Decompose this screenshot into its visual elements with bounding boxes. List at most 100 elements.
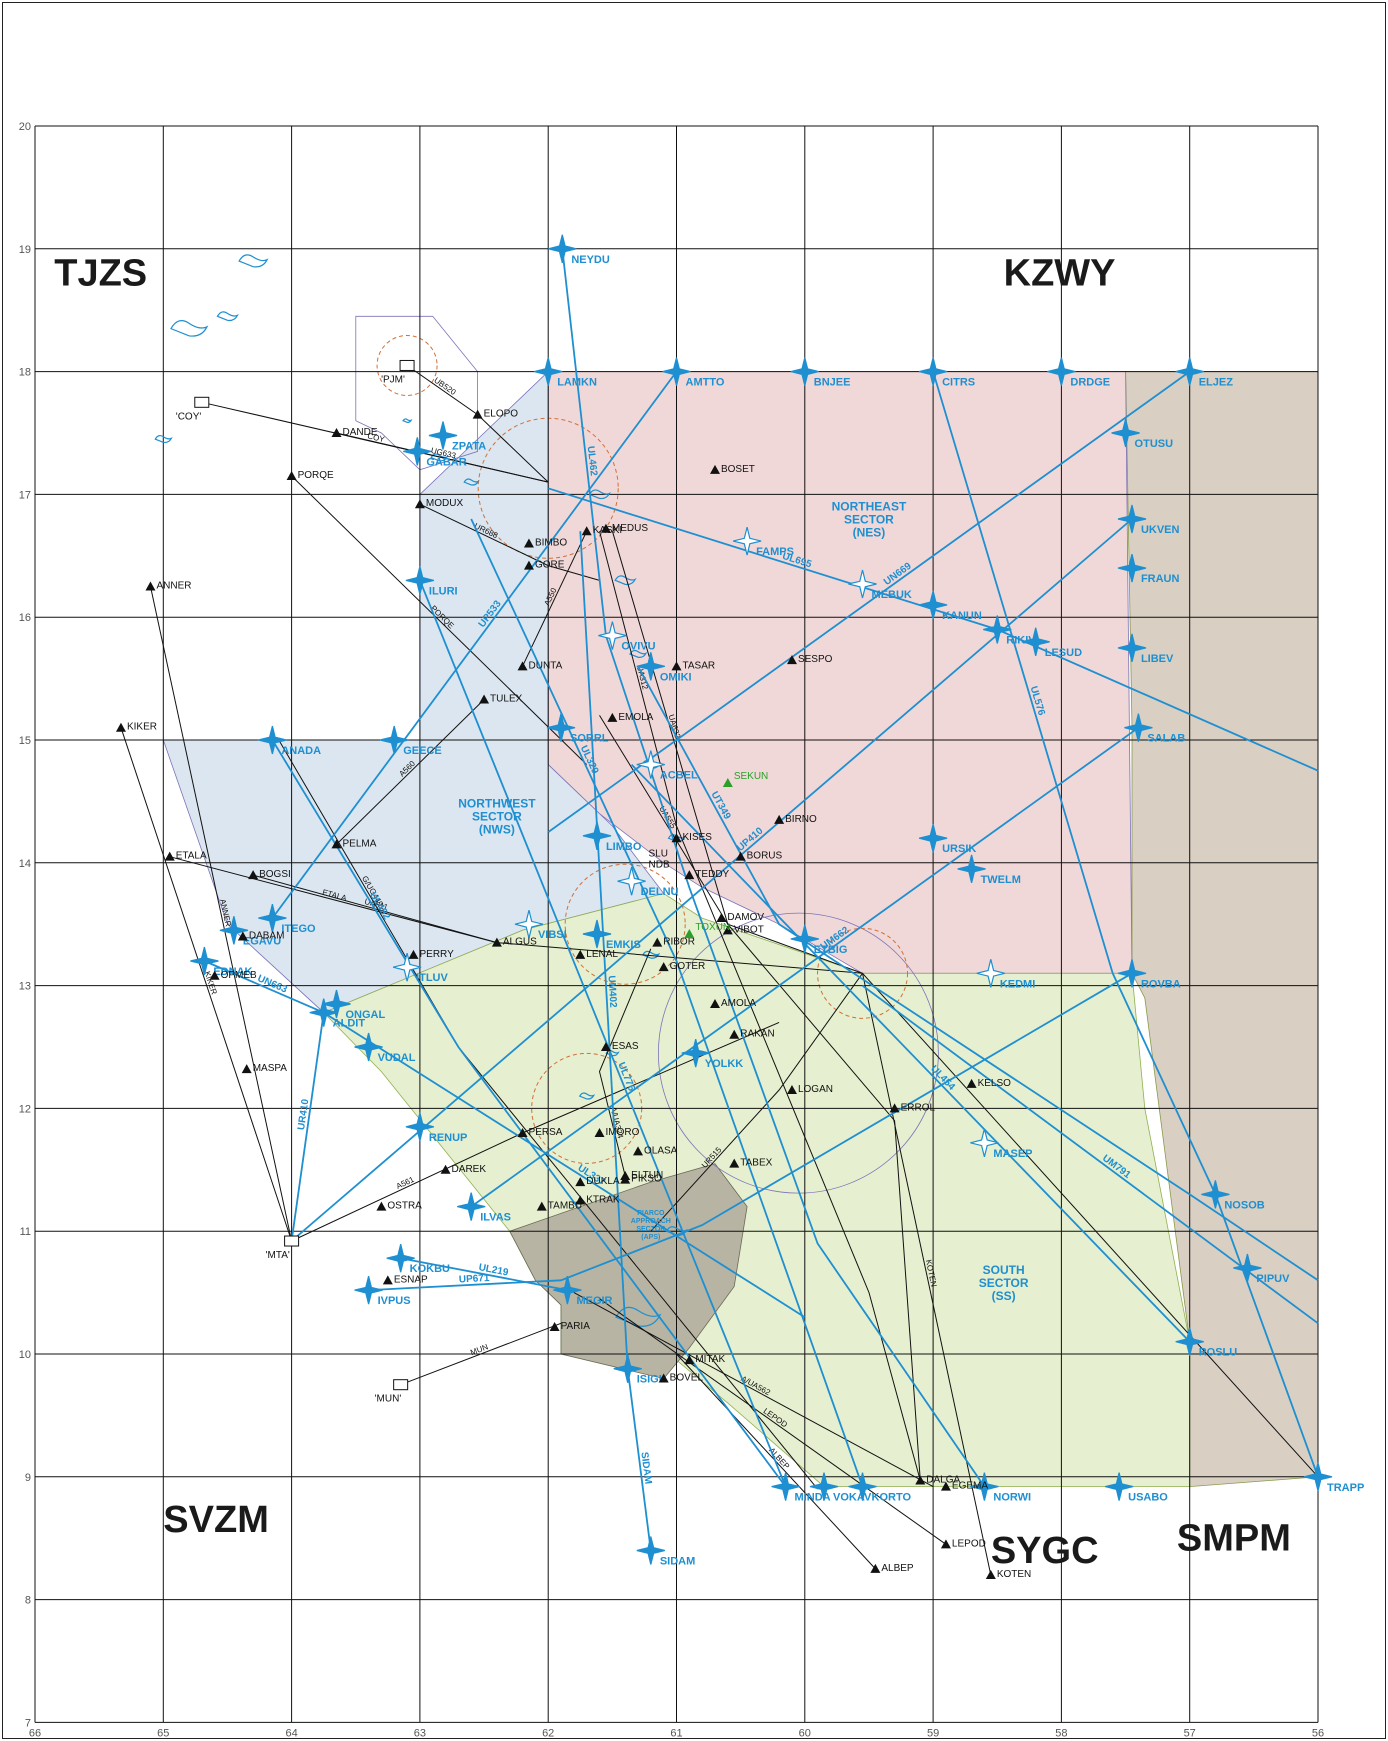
svg-tma	[564, 863, 686, 985]
reporting-point-icon	[414, 499, 425, 509]
fix-label-bogsi: BOGSI	[259, 869, 291, 880]
rnav-waypoint-icon	[354, 1275, 383, 1305]
region-label-svzm: SVZM	[163, 1499, 269, 1541]
fix-label-rovba: ROVBA	[1141, 978, 1181, 990]
fix-label-olasa: OLASA	[644, 1145, 678, 1156]
open-waypoint-icon	[598, 621, 627, 650]
vor-dme-icon	[393, 1379, 409, 1391]
rnav-waypoint-icon	[546, 713, 576, 742]
route-un663	[204, 960, 325, 1014]
reporting-point-icon	[658, 1373, 669, 1383]
fix-label-rakan: RAKAN	[740, 1029, 774, 1040]
rnav-waypoint-icon	[1124, 713, 1153, 742]
reporting-point-icon	[382, 1275, 393, 1285]
rnav-waypoint-icon	[983, 615, 1012, 644]
lat-tick-label: 18	[19, 367, 31, 379]
open-waypoint-icon	[732, 526, 762, 556]
fix-label-minda: MINDA	[795, 1492, 831, 1504]
airport-label: 'PJM'	[381, 374, 405, 385]
island-coastline	[402, 418, 413, 423]
rnav-waypoint-icon	[790, 357, 819, 386]
route-anner	[150, 586, 293, 1242]
airport-label: 'COY'	[176, 411, 202, 422]
fix-label-porqe: PORQE	[298, 470, 334, 481]
fix-label-egema: EGEMA	[952, 1481, 988, 1492]
open-waypoint-icon	[392, 953, 422, 982]
rnav-waypoint-icon	[190, 946, 219, 976]
pjm-area	[355, 315, 479, 471]
rnav-waypoint-icon	[636, 652, 665, 681]
lon-tick-label: 56	[1312, 1727, 1324, 1739]
sector-label-northeast: (NES)	[853, 525, 886, 539]
open-waypoint-icon	[636, 750, 665, 779]
island-coastline	[154, 434, 173, 444]
route-ua632	[611, 531, 921, 1481]
lat-tick-label: 17	[19, 489, 31, 501]
reporting-point-icon	[491, 937, 502, 947]
route-koten	[862, 973, 992, 1576]
fix-label-pelma: PELMA	[343, 838, 377, 849]
reporting-point-icon	[607, 712, 618, 722]
fix-label-ktrak: KTRAK	[586, 1195, 620, 1206]
route-up410	[291, 518, 1133, 1242]
fix-label-etbig: ETBIG	[814, 944, 848, 956]
fix-label-masep: MASEP	[993, 1148, 1032, 1160]
fix-label-nosob: NOSOB	[1224, 1199, 1264, 1211]
rnav-waypoint-icon	[681, 1038, 710, 1068]
route-ul462	[561, 248, 986, 1488]
fix-label-tulex: TULEX	[490, 693, 523, 704]
sector-label-northwest: SECTOR	[472, 810, 522, 824]
pjm-tma	[376, 334, 438, 396]
reporting-point-icon	[237, 931, 248, 941]
rnav-waypoint-icon	[1021, 627, 1050, 656]
island-coastline	[641, 950, 661, 959]
reporting-point-icon	[115, 722, 126, 732]
route-ur515	[650, 973, 863, 1232]
reporting-point-icon	[594, 1127, 605, 1137]
reporting-point-icon	[889, 1103, 900, 1113]
rnav-waypoint-icon	[1117, 504, 1147, 534]
island-coastline	[614, 575, 637, 586]
fix-label-darek: DAREK	[452, 1164, 487, 1175]
fix-label-isigi: ISIGI	[637, 1374, 662, 1386]
reporting-point-icon	[575, 949, 586, 959]
reporting-point-icon	[241, 1064, 252, 1074]
reporting-point-icon	[709, 464, 720, 474]
route-um662	[470, 726, 1139, 1208]
island-coastline	[588, 489, 611, 500]
rnav-waypoint-icon	[258, 903, 287, 933]
route-sidam	[626, 1368, 652, 1551]
fix-label-dande: DANDE	[343, 427, 378, 438]
reporting-point-icon	[735, 851, 746, 861]
rnav-waypoint-icon	[548, 234, 577, 263]
route-a550	[522, 530, 588, 667]
lat-tick-label: 19	[19, 244, 31, 256]
lon-tick-label: 64	[285, 1727, 297, 1739]
island-coastline	[430, 453, 449, 462]
fix-label-lepod: LEPOD	[952, 1538, 986, 1549]
rnav-waypoint-icon	[790, 924, 819, 954]
rnav-waypoint-icon	[1117, 553, 1147, 583]
fix-label-algus: ALGUS	[503, 937, 537, 948]
fix-label-megir: MEGIR	[576, 1295, 612, 1307]
rnav-waypoint-icon	[428, 421, 458, 450]
fix-label-vokav: VOKAV	[833, 1492, 872, 1504]
fix-label-dukla: DUKLA	[586, 1176, 620, 1187]
reporting-point-icon	[408, 949, 419, 959]
fix-label-ursik: URSIK	[942, 843, 976, 855]
lat-tick-label: 7	[25, 1717, 31, 1729]
rnav-waypoint-icon	[1175, 1327, 1204, 1356]
fix-label-vibot: VIBOT	[734, 924, 764, 935]
fix-label-dabam: DABAM	[249, 930, 285, 941]
rnav-waypoint-icon	[1233, 1253, 1262, 1283]
sector-label-approach: SECTOR	[636, 1226, 665, 1233]
open-waypoint-icon	[976, 959, 1005, 988]
fix-label-perry: PERRY	[419, 949, 454, 960]
fix-label-pipuv: PIPUV	[1256, 1273, 1290, 1285]
fix-label-paria: PARIA	[561, 1321, 591, 1332]
fix-label-roslu: ROSLU	[1199, 1347, 1238, 1359]
fix-label-kokbu: KOKBU	[410, 1263, 450, 1275]
reporting-point-icon	[658, 962, 669, 972]
rnav-waypoint-icon	[386, 1244, 415, 1273]
